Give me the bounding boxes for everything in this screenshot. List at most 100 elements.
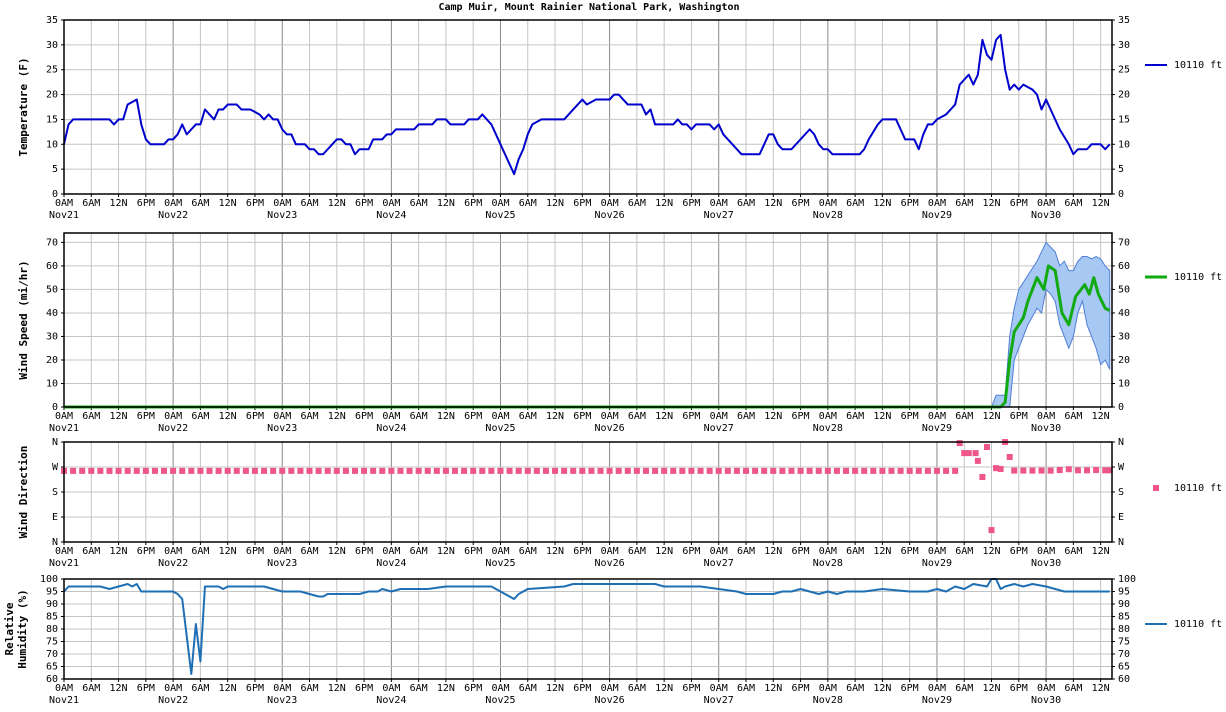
x-tick-label: 12N — [764, 683, 782, 694]
plot-frame — [63, 441, 1113, 543]
data-point — [506, 467, 513, 474]
x-tick-label: 0AM — [273, 198, 291, 209]
y-tick-label: 100 — [40, 574, 58, 585]
data-point — [406, 467, 413, 474]
data-point — [952, 467, 959, 474]
x-tick-label: 6AM — [628, 546, 646, 557]
y-tick-label: 30 — [1118, 331, 1130, 342]
x-tick-label: 12N — [219, 411, 237, 422]
x-tick-label: 6PM — [464, 198, 482, 209]
x-tick-label: 12N — [546, 198, 564, 209]
data-point — [761, 467, 768, 474]
y-axis-label: Wind Direction — [17, 446, 30, 539]
data-point — [351, 467, 358, 474]
y-tick-label: 0 — [1118, 189, 1124, 200]
y-tick-label: 70 — [1118, 649, 1130, 660]
y-axis-label: Wind Speed (mi/hr) — [17, 260, 30, 379]
x-tick-label: 12N — [110, 198, 128, 209]
x-date-label: Nov28 — [813, 558, 843, 569]
x-tick-label: 12N — [546, 411, 564, 422]
x-tick-label: 6PM — [137, 198, 155, 209]
x-date-label: Nov26 — [595, 695, 625, 706]
y-tick-label: 0 — [52, 189, 58, 200]
data-point — [70, 467, 77, 474]
x-tick-label: 6AM — [191, 546, 209, 557]
y-tick-label: N — [52, 537, 58, 548]
y-tick-label: 60 — [1118, 674, 1130, 685]
x-date-label: Nov21 — [49, 695, 79, 706]
data-point — [115, 467, 122, 474]
x-tick-label: 6PM — [573, 411, 591, 422]
x-tick-label: 0AM — [164, 683, 182, 694]
x-tick-label: 6AM — [300, 411, 318, 422]
x-tick-label: 0AM — [928, 198, 946, 209]
x-tick-label: 0AM — [1037, 546, 1055, 557]
x-tick-label: 0AM — [55, 198, 73, 209]
data-point — [606, 467, 613, 474]
x-date-label: Nov23 — [267, 210, 297, 221]
y-tick-label: 70 — [46, 237, 58, 248]
x-tick-label: 0AM — [491, 411, 509, 422]
x-tick-label: 12N — [328, 546, 346, 557]
data-point — [706, 467, 713, 474]
data-point — [1047, 467, 1054, 474]
data-point — [615, 467, 622, 474]
x-tick-label: 6PM — [246, 546, 264, 557]
x-tick-label: 6AM — [519, 411, 537, 422]
data-point — [215, 467, 222, 474]
x-tick-label: 6AM — [737, 683, 755, 694]
plot-frame — [63, 578, 1113, 680]
data-point — [206, 467, 213, 474]
x-tick-label: 6AM — [410, 198, 428, 209]
x-tick-label: 0AM — [710, 683, 728, 694]
data-point — [733, 467, 740, 474]
y-tick-label: 35 — [1118, 15, 1130, 26]
x-tick-label: 0AM — [819, 683, 837, 694]
y-tick-label: 20 — [1118, 355, 1130, 366]
y-tick-label: 75 — [46, 637, 58, 648]
x-tick-label: 6AM — [300, 546, 318, 557]
x-date-label: Nov23 — [267, 423, 297, 434]
y-tick-label: 85 — [46, 612, 58, 623]
x-tick-label: 6AM — [519, 546, 537, 557]
x-tick-label: 6PM — [573, 546, 591, 557]
x-date-label: Nov22 — [158, 423, 188, 434]
y-axis-label: Humidity (%) — [16, 589, 29, 668]
x-date-label: Nov28 — [813, 423, 843, 434]
data-point — [997, 465, 1004, 472]
y-tick-label: 0 — [52, 402, 58, 413]
y-tick-label: W — [1118, 462, 1125, 473]
data-point — [670, 467, 677, 474]
x-tick-label: 6PM — [246, 411, 264, 422]
data-point — [1029, 467, 1036, 474]
data-point — [815, 467, 822, 474]
data-point — [579, 467, 586, 474]
y-tick-label: 60 — [46, 261, 58, 272]
x-tick-label: 12N — [873, 198, 891, 209]
y-tick-label: 70 — [46, 649, 58, 660]
data-line — [64, 264, 1111, 409]
y-tick-label: 5 — [1118, 164, 1124, 175]
x-tick-label: 12N — [655, 411, 673, 422]
x-tick-label: 6AM — [1064, 546, 1082, 557]
data-point — [88, 467, 95, 474]
x-tick-label: 0AM — [928, 411, 946, 422]
y-tick-label: 10 — [1118, 139, 1130, 150]
y-tick-label: N — [52, 437, 58, 448]
x-tick-label: 6PM — [1010, 198, 1028, 209]
data-point — [315, 467, 322, 474]
x-tick-label: 12N — [437, 683, 455, 694]
x-tick-label: 6AM — [628, 683, 646, 694]
x-tick-label: 6AM — [628, 198, 646, 209]
x-tick-label: 6AM — [1064, 198, 1082, 209]
x-tick-label: 6PM — [137, 411, 155, 422]
data-point — [1011, 467, 1018, 474]
x-tick-label: 6AM — [846, 683, 864, 694]
y-tick-label: 20 — [46, 90, 58, 101]
x-tick-label: 12N — [110, 546, 128, 557]
x-tick-label: 0AM — [819, 546, 837, 557]
data-point — [833, 467, 840, 474]
data-point — [170, 467, 177, 474]
x-date-label: Nov22 — [158, 558, 188, 569]
data-point — [788, 467, 795, 474]
